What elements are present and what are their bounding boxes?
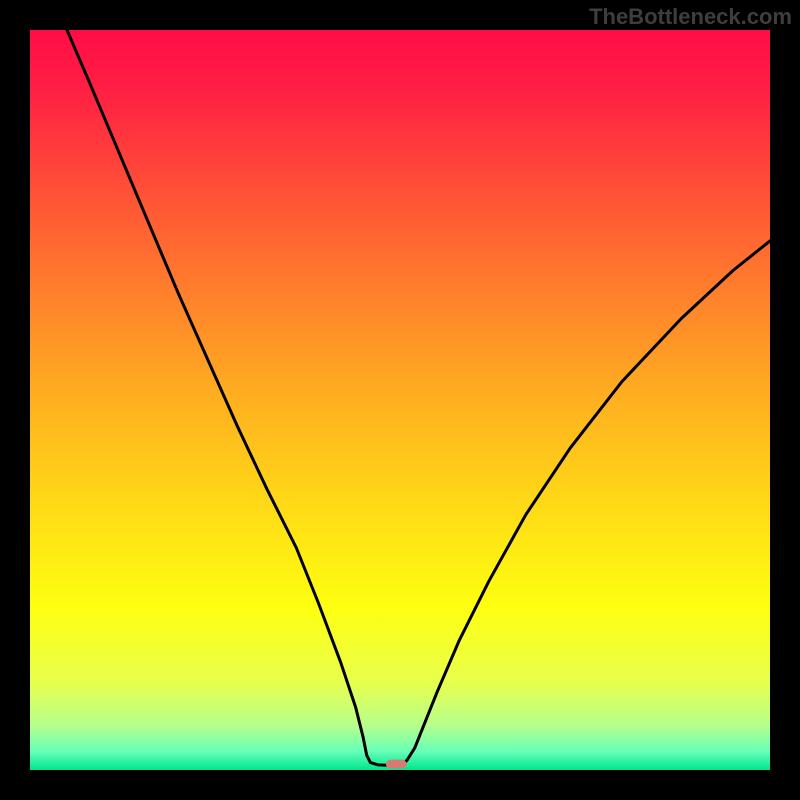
plot-area bbox=[30, 30, 770, 770]
watermark-text: TheBottleneck.com bbox=[589, 4, 792, 30]
curve-path bbox=[67, 30, 770, 766]
bottleneck-curve bbox=[30, 30, 770, 770]
minimum-marker bbox=[386, 760, 407, 769]
